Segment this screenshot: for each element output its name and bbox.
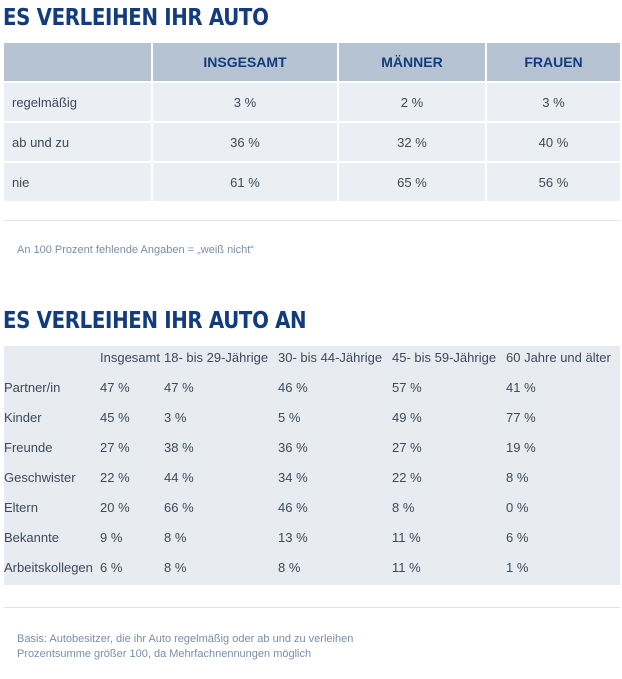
section2-title: ES VERLEIHEN IHR AUTO AN	[3, 308, 307, 334]
table-header-row: INSGESAMT MÄNNER FRAUEN	[4, 43, 620, 82]
row-label: Kinder	[4, 410, 42, 425]
cell-frauen: 56 %	[486, 161, 620, 201]
cell-value: 45 %	[100, 410, 130, 425]
cell-insgesamt: 36 %	[152, 121, 339, 162]
header-frauen: FRAUEN	[486, 43, 620, 82]
section1-title: ES VERLEIHEN IHR AUTO	[3, 5, 269, 31]
row-label: ab und zu	[4, 121, 153, 162]
row-label: Geschwister	[4, 470, 76, 485]
cell-value: 34 %	[278, 470, 308, 485]
cell-value: 11 %	[392, 560, 421, 575]
row-label: Eltern	[4, 500, 38, 515]
cell-maenner: 65 %	[338, 161, 487, 201]
cell-value: 49 %	[392, 410, 422, 425]
cell-value: 22 %	[392, 470, 422, 485]
cell-value: 5 %	[278, 410, 301, 425]
row-label: nie	[4, 161, 153, 201]
cell-value: 9 %	[100, 530, 123, 545]
cell-insgesamt: 3 %	[152, 81, 339, 122]
cell-value: 6 %	[506, 530, 529, 545]
cell-value: 27 %	[100, 440, 130, 455]
row-label: Freunde	[4, 440, 53, 455]
footnote: Basis: Autobesitzer, die ihr Auto regelm…	[17, 632, 353, 662]
column-header: 18- bis 29-Jährige	[164, 350, 269, 365]
cell-value: 66 %	[164, 500, 194, 515]
cell-maenner: 32 %	[338, 121, 487, 162]
cell-value: 0 %	[506, 500, 529, 515]
header-empty	[4, 43, 153, 82]
cell-value: 13 %	[278, 530, 308, 545]
cell-value: 46 %	[278, 500, 308, 515]
cell-value: 47 %	[100, 380, 130, 395]
row-label: Bekannte	[4, 530, 59, 545]
row-label: Partner/in	[4, 380, 61, 395]
footnote-line: Prozentsumme größer 100, da Mehrfachnenn…	[17, 648, 312, 660]
cell-value: 8 %	[164, 560, 187, 575]
cell-value: 46 %	[278, 380, 308, 395]
cell-value: 36 %	[278, 440, 308, 455]
table-row: nie 61 % 65 % 56 %	[4, 161, 620, 201]
cell-frauen: 40 %	[486, 121, 620, 162]
cell-value: 20 %	[100, 500, 130, 515]
cell-value: 8 %	[506, 470, 529, 485]
cell-value: 41 %	[506, 380, 536, 395]
row-label: regelmäßig	[4, 81, 153, 122]
cell-maenner: 2 %	[338, 81, 487, 122]
cell-value: 6 %	[100, 560, 123, 575]
cell-value: 8 %	[164, 530, 187, 545]
lending-frequency-table: INSGESAMT MÄNNER FRAUEN regelmäßig 3 % 2…	[4, 43, 620, 201]
cell-value: 11 %	[392, 530, 421, 545]
row-label: Arbeitskollegen	[4, 560, 93, 575]
footnote: An 100 Prozent fehlende Angaben = „weiß …	[17, 244, 254, 256]
cell-value: 8 %	[278, 560, 301, 575]
cell-value: 1 %	[506, 560, 529, 575]
cell-value: 3 %	[164, 410, 187, 425]
table-row: ab und zu 36 % 32 % 40 %	[4, 121, 620, 162]
cell-value: 44 %	[164, 470, 194, 485]
column-header: 30- bis 44-Jährige	[278, 350, 383, 365]
cell-value: 38 %	[164, 440, 194, 455]
cell-value: 27 %	[392, 440, 422, 455]
lending-recipients-table: Insgesamt 18- bis 29-Jährige 30- bis 44-Jä…	[4, 346, 620, 585]
cell-insgesamt: 61 %	[152, 161, 339, 201]
header-insgesamt: INSGESAMT	[152, 43, 339, 82]
footnote-line: Basis: Autobesitzer, die ihr Auto regelm…	[17, 633, 354, 645]
divider	[4, 607, 620, 608]
recipients-grid: Insgesamt 18- bis 29-Jährige 30- bis 44-Jä…	[4, 346, 620, 585]
divider	[4, 220, 620, 221]
column-header: Insgesamt	[100, 350, 160, 365]
table-row: regelmäßig 3 % 2 % 3 %	[4, 81, 620, 122]
cell-frauen: 3 %	[486, 81, 620, 122]
cell-value: 22 %	[100, 470, 130, 485]
cell-value: 8 %	[392, 500, 415, 515]
cell-value: 19 %	[506, 440, 536, 455]
column-header: 60 Jahre und älter	[506, 350, 611, 365]
cell-value: 47 %	[164, 380, 194, 395]
column-header: 45- bis 59-Jährige	[392, 350, 497, 365]
header-maenner: MÄNNER	[338, 43, 487, 82]
cell-value: 57 %	[392, 380, 422, 395]
cell-value: 77 %	[506, 410, 536, 425]
